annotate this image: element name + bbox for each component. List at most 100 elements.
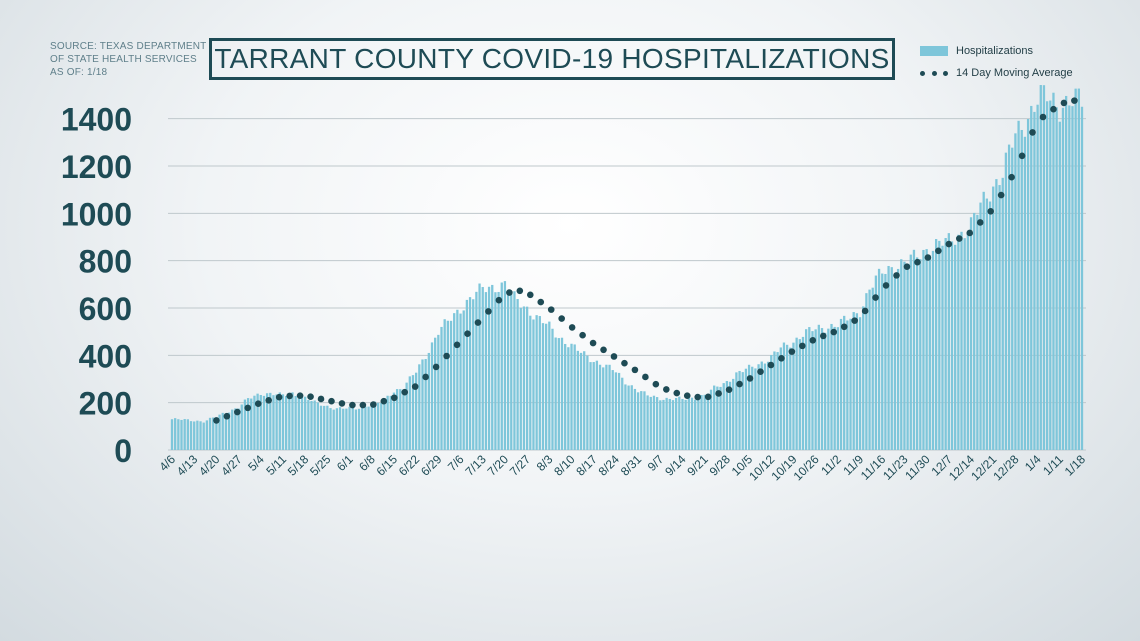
bar [338, 407, 342, 450]
bar [744, 368, 748, 450]
bar [1068, 105, 1071, 450]
bar [684, 399, 687, 450]
moving-average-point [704, 393, 712, 401]
bar [370, 403, 373, 450]
bar [757, 364, 760, 450]
moving-average-point [1071, 97, 1078, 104]
bar [852, 312, 855, 450]
bar [541, 323, 545, 450]
x-tick-label: 5/25 [307, 452, 334, 479]
moving-average-point [568, 324, 576, 331]
moving-average-point [286, 392, 293, 400]
bar [713, 385, 716, 450]
bar [722, 383, 725, 450]
bar [998, 185, 1001, 450]
bar [649, 396, 652, 450]
bar [1077, 88, 1080, 450]
bar [196, 420, 199, 450]
bar [557, 338, 560, 450]
moving-average-point [642, 373, 649, 381]
bar [586, 355, 589, 450]
bar [367, 406, 370, 450]
bar [481, 287, 484, 450]
moving-average-point [830, 328, 838, 336]
bar [919, 259, 922, 450]
bar [877, 268, 881, 450]
bar [957, 234, 960, 450]
bar [636, 392, 640, 450]
bar [443, 319, 446, 450]
bar [728, 381, 732, 450]
bar [202, 422, 205, 450]
x-tick-label: 8/31 [618, 452, 645, 479]
moving-average-point [767, 361, 775, 369]
bar [776, 352, 779, 450]
bar [954, 244, 957, 450]
bar [754, 368, 757, 450]
bar [326, 405, 329, 450]
bar [1064, 95, 1068, 451]
moving-average-point [966, 229, 974, 237]
bar [896, 268, 900, 450]
moving-average-point [234, 408, 241, 416]
bar [1004, 152, 1008, 450]
bar [256, 393, 259, 450]
bar [900, 259, 903, 450]
moving-average-point [1039, 113, 1047, 121]
bar [399, 389, 402, 450]
bar [1071, 106, 1074, 451]
bar [995, 179, 998, 450]
bar [950, 241, 954, 450]
bar [966, 231, 970, 450]
legend: Hospitalizations 14 Day Moving Average [920, 40, 1073, 84]
bar [560, 337, 564, 450]
bar [830, 323, 833, 450]
bar [529, 315, 532, 450]
bar [373, 401, 377, 450]
moving-average-point [432, 363, 440, 371]
x-tick-label: 6/22 [396, 452, 423, 479]
moving-average-point [882, 282, 890, 289]
y-tick-label: 400 [79, 338, 132, 374]
source-line-1: SOURCE: TEXAS DEPARTMENT [50, 41, 207, 52]
chart-title-box: TARRANT COUNTY COVID-19 HOSPITALIZATIONS [209, 38, 895, 80]
moving-average-point [621, 359, 628, 367]
bar [491, 284, 494, 450]
bar [570, 343, 573, 450]
bar [881, 273, 884, 450]
bar [785, 344, 789, 450]
bar [624, 384, 627, 450]
bar [357, 408, 361, 450]
x-tick-label: 6/15 [374, 452, 401, 479]
moving-average-point [359, 401, 367, 409]
bar [1030, 105, 1033, 450]
bar [836, 327, 840, 450]
bar [478, 283, 481, 450]
bar [820, 328, 824, 450]
bar [884, 273, 887, 450]
bar [288, 394, 291, 450]
bar [760, 361, 763, 450]
bar [944, 237, 947, 450]
dotted-line-swatch-icon [920, 70, 948, 76]
bar [405, 382, 408, 450]
bar [316, 402, 320, 450]
bar [1055, 107, 1058, 450]
bar [446, 320, 450, 450]
bar [992, 186, 995, 451]
bar [240, 404, 243, 450]
bar [1007, 144, 1011, 451]
moving-average-point [244, 404, 252, 412]
bar [595, 360, 599, 450]
moving-average-point [516, 287, 524, 295]
y-tick-label: 600 [79, 291, 132, 327]
bar [979, 202, 982, 450]
moving-average-point [851, 317, 858, 324]
moving-average-point [317, 395, 325, 403]
bar [218, 414, 221, 450]
moving-average-point [307, 393, 314, 401]
bar [766, 361, 770, 450]
bar [392, 392, 396, 450]
bar [1052, 92, 1055, 450]
bar [1039, 85, 1042, 451]
